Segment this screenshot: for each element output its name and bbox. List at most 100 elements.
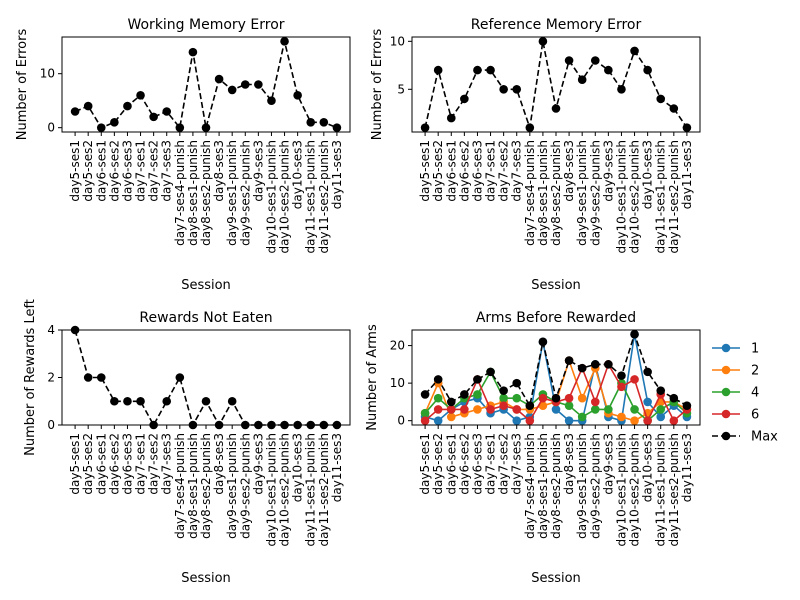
data-point <box>460 405 469 414</box>
data-point <box>433 405 443 414</box>
data-point <box>551 104 561 113</box>
data-point <box>306 117 316 127</box>
y-axis-label: Number of Errors <box>15 29 30 141</box>
data-point <box>446 113 456 123</box>
series-line <box>74 329 337 428</box>
x-tick-label: day11-ses1-punish <box>304 433 318 547</box>
chart-title: Arms Before Rewarded <box>476 310 636 326</box>
data-point <box>214 74 224 84</box>
x-tick-label: day10-ses3 <box>641 140 655 209</box>
x-tick-label: day6-ses1 <box>444 140 458 202</box>
x-tick-label: day5-ses2 <box>431 433 445 495</box>
data-point <box>564 356 574 365</box>
data-point <box>83 101 93 111</box>
x-tick-label: day10-ses2-punish <box>628 433 642 547</box>
data-point <box>525 401 535 410</box>
x-axis-label: Session <box>531 571 581 586</box>
x-tick-label: day6-ses2 <box>457 140 471 202</box>
x-tick-label: day9-ses1-punish <box>225 433 239 539</box>
data-point <box>499 84 508 94</box>
x-tick-label: day10-ses1-punish <box>614 433 628 547</box>
y-tick-label: 10 <box>390 376 405 390</box>
x-tick-label: day9-ses3 <box>601 433 615 495</box>
data-point <box>175 373 185 382</box>
x-tick-label: day10-ses3 <box>291 433 305 502</box>
legend-marker <box>721 431 731 441</box>
x-tick-label: day8-ses1-punish <box>186 433 200 539</box>
x-tick-label: day6-ses2 <box>107 140 121 202</box>
data-point <box>175 123 185 132</box>
series-line <box>74 41 338 130</box>
x-tick-label: day5-ses1 <box>68 433 82 495</box>
y-axis-label: Number of Errors <box>370 29 385 141</box>
data-point <box>433 416 443 425</box>
data-point <box>564 56 574 65</box>
plot-reference-memory-error: Reference Memory Error 5 10 day5-ses1 day5-s… <box>370 17 701 293</box>
data-point <box>512 405 522 414</box>
x-tick-label: day8-ses3 <box>212 433 226 495</box>
y-tick-label: 0 <box>47 121 55 135</box>
data-point <box>123 101 132 111</box>
x-tick-label: day11-ses1-punish <box>654 433 668 547</box>
x-tick-label: day9-ses2-punish <box>588 433 602 539</box>
y-tick-label: 2 <box>47 371 55 385</box>
x-tick-label: day6-ses1 <box>444 433 458 495</box>
data-point <box>96 123 106 132</box>
y-tick-label: 10 <box>390 34 405 48</box>
x-tick-label: day9-ses1-punish <box>575 433 589 539</box>
legend-label: 6 <box>751 408 759 423</box>
y-axis-label: Number of Arms <box>365 324 380 431</box>
x-tick-label: day9-ses3 <box>251 433 265 495</box>
data-point <box>201 396 211 406</box>
data-point <box>473 405 482 414</box>
x-tick-label: day8-ses2-punish <box>199 433 213 539</box>
data-point <box>83 373 93 382</box>
data-point <box>604 405 613 414</box>
y-axis-label: Number of Rewards Left <box>23 299 38 456</box>
legend-label: 1 <box>751 342 759 357</box>
x-tick-label: day10-ses1-punish <box>264 433 278 547</box>
data-point <box>188 47 198 57</box>
x-tick-label: day7-ses1 <box>484 433 498 495</box>
data-point <box>538 337 548 347</box>
data-point <box>70 107 80 116</box>
data-point <box>319 117 329 127</box>
data-point <box>227 396 237 406</box>
legend: 1 2 4 6 Max <box>712 342 778 445</box>
y-tick-label: 5 <box>397 82 405 96</box>
data-point <box>433 393 443 403</box>
data-point <box>512 378 522 388</box>
data-point <box>564 393 574 403</box>
legend-label: 2 <box>751 364 759 379</box>
data-point <box>460 390 469 399</box>
x-tick-label: day6-ses3 <box>470 140 484 202</box>
x-tick-label: day6-ses3 <box>120 433 134 495</box>
x-tick-label: day9-ses2-punish <box>238 433 252 539</box>
data-point <box>162 396 172 406</box>
x-tick-label: day8-ses2-punish <box>549 433 563 539</box>
data-point <box>643 65 652 75</box>
data-point <box>240 80 250 89</box>
x-tick-label: day9-ses3 <box>601 140 615 202</box>
data-point <box>577 75 587 85</box>
data-point <box>446 405 456 414</box>
x-tick-label: day8-ses1-punish <box>536 433 550 539</box>
data-point <box>201 123 211 132</box>
x-tick-label: day8-ses2-punish <box>199 140 213 246</box>
data-point <box>656 405 666 414</box>
data-point <box>577 363 587 373</box>
data-point <box>682 401 692 410</box>
data-point <box>499 386 508 395</box>
plot-arms-before-rewarded: Arms Before Rewarded 0 10 20 day5-ses1 day5-s… <box>365 310 701 586</box>
x-tick-label: day6-ses3 <box>120 140 134 202</box>
x-tick-label: day7-ses3 <box>160 433 174 495</box>
x-tick-label: day10-ses1-punish <box>264 140 278 254</box>
x-tick-label: day6-ses3 <box>470 433 484 495</box>
data-point <box>420 408 430 418</box>
x-tick-label: day7-ses1 <box>484 140 498 202</box>
x-tick-label: day11-ses3 <box>680 433 694 502</box>
data-point <box>486 367 495 377</box>
data-point <box>643 367 652 377</box>
data-point <box>564 416 574 425</box>
